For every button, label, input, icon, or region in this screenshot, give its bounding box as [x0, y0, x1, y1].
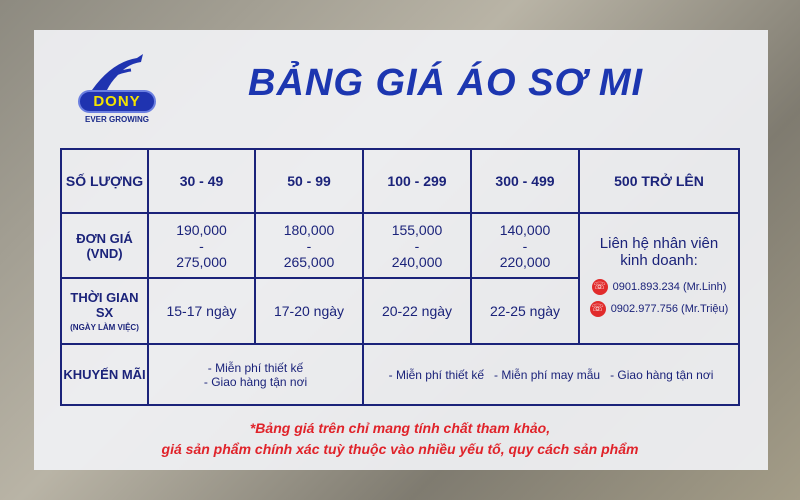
disclaimer-note: *Bảng giá trên chỉ mang tính chất tham k…: [0, 418, 800, 460]
table-row-price: ĐƠN GIÁ (VND) 190,000-275,000 180,000-265…: [60, 212, 740, 345]
time-label-text: THỜI GIAN SX: [70, 290, 139, 320]
logo-tagline: EVER GROWING: [84, 115, 149, 124]
contact-text: Liên hệ nhân viên kinh doanh:: [599, 234, 719, 269]
phone-item[interactable]: ☏ 0902.977.756 (Mr.Triệu): [580, 300, 738, 317]
tier-cell: 50 - 99: [254, 148, 364, 214]
price-cell: 140,000-220,000: [470, 212, 580, 279]
promo-large: - Miễn phí thiết kế - Miễn phí may mẫu -…: [362, 343, 740, 406]
price-table: SỐ LƯỢNG 30 - 49 50 - 99 100 - 299 300 -…: [60, 148, 740, 406]
quantity-label: SỐ LƯỢNG: [60, 148, 149, 214]
table-row-promo: KHUYẾN MÃI - Miễn phí thiết kế - Giao hàn…: [60, 343, 740, 406]
price-unit: (VND): [86, 245, 123, 261]
promo-item: - Giao hàng tận nơi: [203, 374, 308, 389]
note-line: *Bảng giá trên chỉ mang tính chất tham k…: [249, 420, 551, 436]
promo-label: KHUYẾN MÃI: [60, 343, 149, 406]
time-cell: 20-22 ngày: [362, 277, 472, 345]
tier-cell: 100 - 299: [362, 148, 472, 214]
time-cell: 15-17 ngày: [147, 277, 256, 345]
promo-item: - Giao hàng tận nơi: [610, 367, 714, 382]
phone-item[interactable]: ☏ 0901.893.234 (Mr.Linh): [580, 278, 738, 295]
phone-icon: ☏: [591, 278, 608, 295]
price-label: ĐƠN GIÁ (VND): [60, 212, 149, 279]
promo-item: - Miễn phí thiết kế: [207, 360, 304, 375]
promo-item: - Miễn phí may mẫu: [494, 367, 601, 382]
logo: DONY EVER GROWING: [78, 52, 156, 124]
contact-cell: Liên hệ nhân viên kinh doanh: ☏ 0901.893.…: [578, 212, 740, 345]
time-label: THỜI GIAN SX (NGÀY LÀM VIỆC): [60, 277, 149, 345]
price-max: 240,000: [391, 253, 443, 270]
price-min: 155,000: [391, 221, 443, 238]
price-label-text: ĐƠN GIÁ: [76, 230, 133, 246]
phone-number: 0901.893.234 (Mr.Linh): [612, 280, 727, 293]
price-min: 180,000: [283, 221, 335, 238]
phone-number: 0902.977.756 (Mr.Triệu): [610, 302, 729, 315]
time-sub: (NGÀY LÀM VIỆC): [70, 323, 139, 332]
price-cell: 180,000-265,000: [254, 212, 364, 279]
promo-item: - Miễn phí thiết kế: [388, 367, 485, 382]
price-min: 190,000: [176, 221, 227, 238]
price-min: 140,000: [499, 221, 551, 238]
page-title: BẢNG GIÁ ÁO SƠ MI: [248, 62, 644, 104]
price-max: 265,000: [283, 253, 335, 270]
time-cell: 17-20 ngày: [254, 277, 364, 345]
price-max: 220,000: [499, 253, 551, 270]
tier-cell: 300 - 499: [470, 148, 580, 214]
table-row-quantity: SỐ LƯỢNG 30 - 49 50 - 99 100 - 299 300 -…: [60, 148, 740, 214]
table-row-time: THỜI GIAN SX (NGÀY LÀM VIỆC) 15-17 ngày 1…: [60, 277, 739, 345]
price-cell: 155,000-240,000: [362, 212, 472, 279]
logo-brand: DONY: [78, 90, 156, 113]
note-line: giá sản phẩm chính xác tuỳ thuộc vào nhi…: [161, 441, 639, 457]
price-max: 275,000: [176, 253, 227, 270]
tier-cell: 500 TRỞ LÊN: [578, 148, 740, 214]
phone-icon: ☏: [589, 300, 606, 317]
tier-cell: 30 - 49: [147, 148, 256, 214]
price-cell: 190,000-275,000: [147, 212, 256, 279]
time-cell: 22-25 ngày: [470, 277, 580, 345]
kangaroo-icon: [92, 54, 143, 90]
promo-small: - Miễn phí thiết kế - Giao hàng tận nơi: [147, 343, 364, 406]
